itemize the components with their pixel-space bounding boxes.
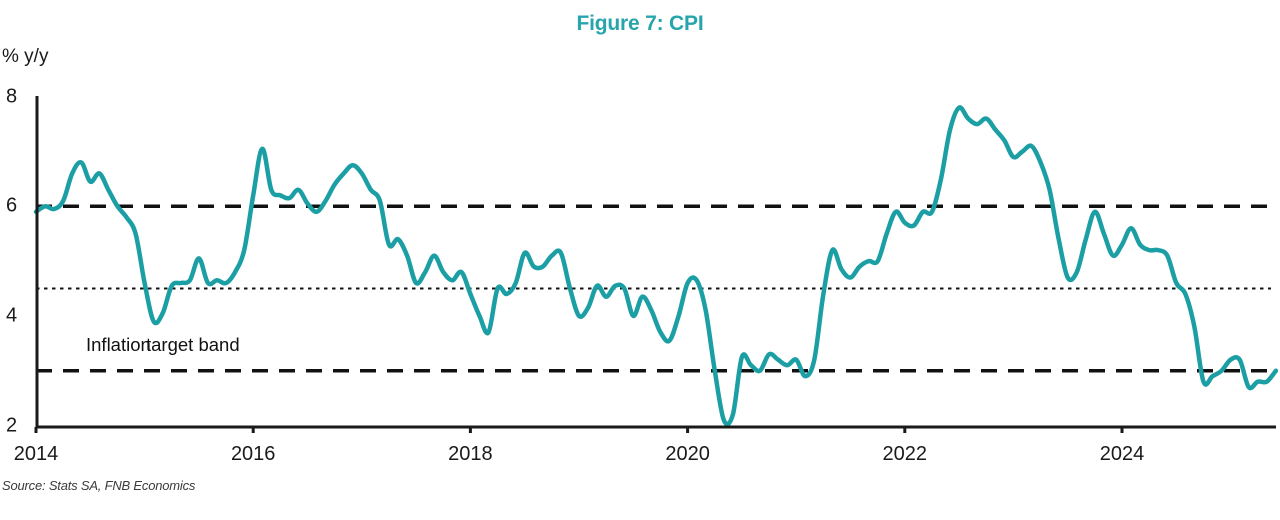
y-tick-label: 2 (6, 414, 18, 436)
source-note: Source: Stats SA, FNB Economics (2, 478, 196, 493)
x-tick-label: 2022 (882, 443, 928, 465)
chart-title: Figure 7: CPI (576, 12, 704, 35)
annotation-inflation: Inflation (86, 334, 151, 355)
x-tick-label: 2018 (448, 443, 493, 465)
x-tick-label: 2016 (230, 443, 276, 465)
y-tick-label: 4 (6, 304, 18, 327)
x-tick-label: 2024 (1099, 443, 1145, 465)
x-tick-label: 2020 (665, 443, 710, 465)
y-tick-label: 6 (6, 194, 18, 217)
cpi-series-line (33, 105, 1279, 427)
x-tick-label: 2014 (13, 443, 59, 465)
y-tick-label: 8 (6, 85, 18, 108)
annotation-target-band: target band (146, 334, 240, 355)
y-axis-unit-label: % y/y (2, 46, 49, 67)
